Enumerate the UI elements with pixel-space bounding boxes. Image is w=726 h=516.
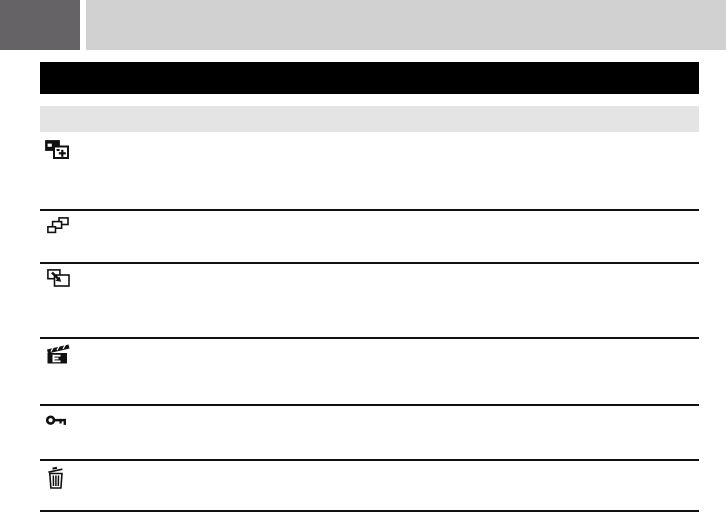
row-divider — [40, 262, 699, 264]
slideshow-frames-icon — [47, 217, 69, 235]
resize-icon — [47, 269, 70, 287]
section-title-bar — [40, 62, 699, 94]
protect-key-icon — [46, 414, 67, 427]
movie-edit-icon — [46, 344, 71, 365]
top-banner — [86, 0, 726, 50]
delete-trash-icon — [47, 466, 65, 489]
row-divider — [40, 459, 699, 461]
row-divider — [40, 404, 699, 406]
row-divider — [40, 337, 699, 339]
bottom-rule — [40, 510, 699, 512]
print-frames-icon — [45, 140, 69, 161]
section-subtitle-bar — [40, 106, 699, 132]
corner-box — [0, 0, 80, 50]
row-divider — [40, 209, 699, 211]
